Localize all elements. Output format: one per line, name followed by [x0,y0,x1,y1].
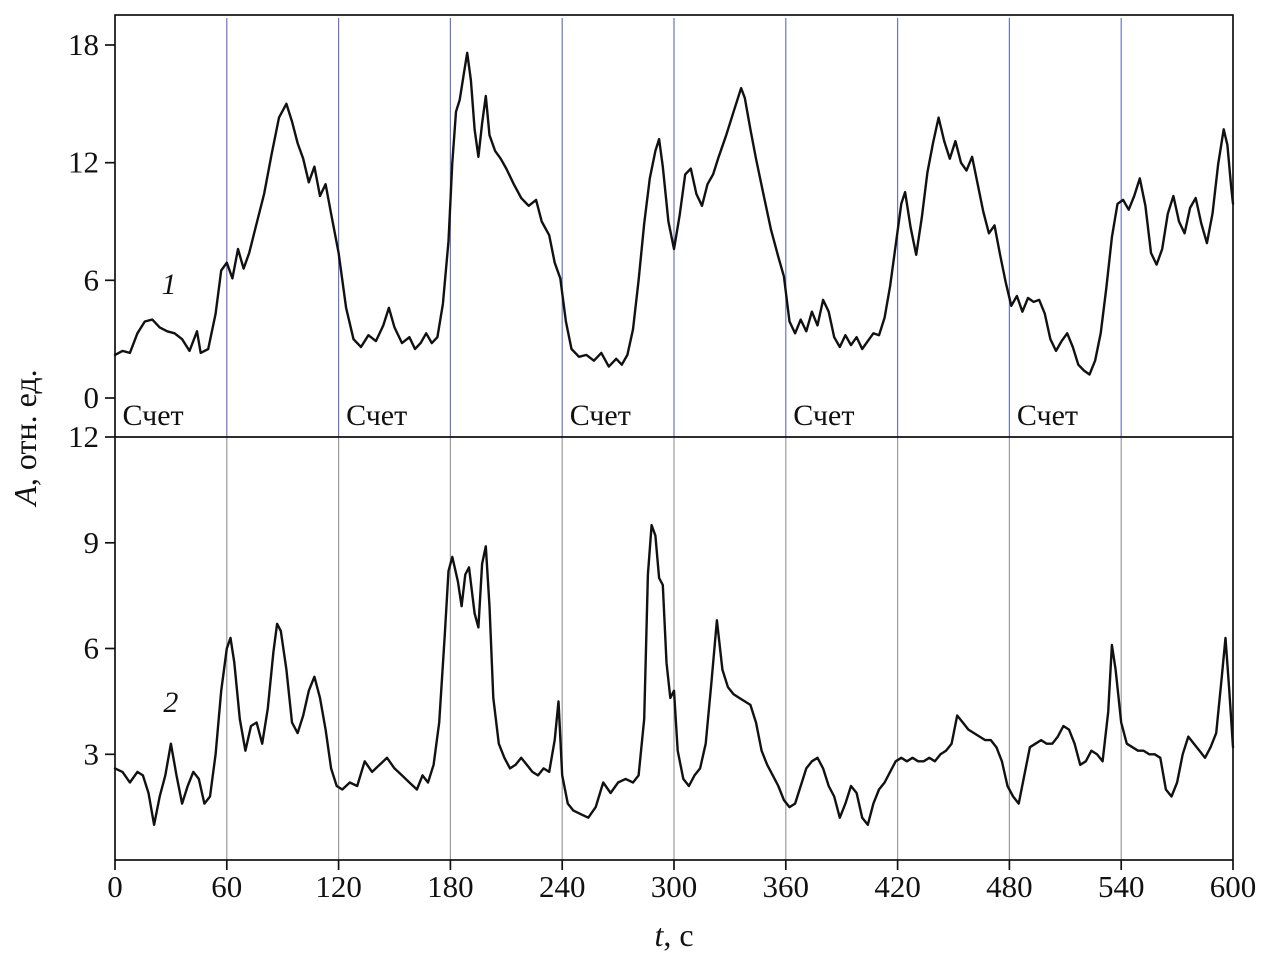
series-1-label: 1 [162,268,177,301]
y-tick-label-top: 0 [84,380,100,415]
y-tick-label-top: 6 [84,262,100,297]
x-tick-label: 120 [315,869,362,904]
series-1-curve [113,51,1235,376]
task-interval-label: Счет [123,399,184,432]
x-tick-label: 480 [986,869,1033,904]
x-tick-label: 360 [763,869,810,904]
y-tick-label-bottom: 12 [68,419,99,454]
task-interval-label: Счет [1017,399,1078,432]
y-tick-label-bottom: 9 [84,525,100,560]
y-tick-label-bottom: 6 [84,631,100,666]
x-tick-label: 180 [427,869,474,904]
x-tick-label: 60 [211,869,242,904]
x-tick-label: 420 [874,869,921,904]
y-tick-label-top: 12 [68,145,99,180]
series-2-curve [113,523,1235,826]
y-tick-label-bottom: 3 [84,736,100,771]
x-tick-label: 540 [1098,869,1145,904]
series-2-label: 2 [163,686,178,719]
x-tick-label: 240 [539,869,586,904]
task-interval-label: Счет [346,399,407,432]
task-interval-label: Счет [570,399,631,432]
x-tick-label: 300 [651,869,698,904]
task-interval-label: Счет [793,399,854,432]
y-tick-label-top: 18 [68,27,99,62]
x-tick-label: 0 [107,869,123,904]
x-axis-label: t, с [654,917,693,953]
x-tick-label: 600 [1210,869,1257,904]
y-axis-label: A, отн. ед. [7,369,43,507]
